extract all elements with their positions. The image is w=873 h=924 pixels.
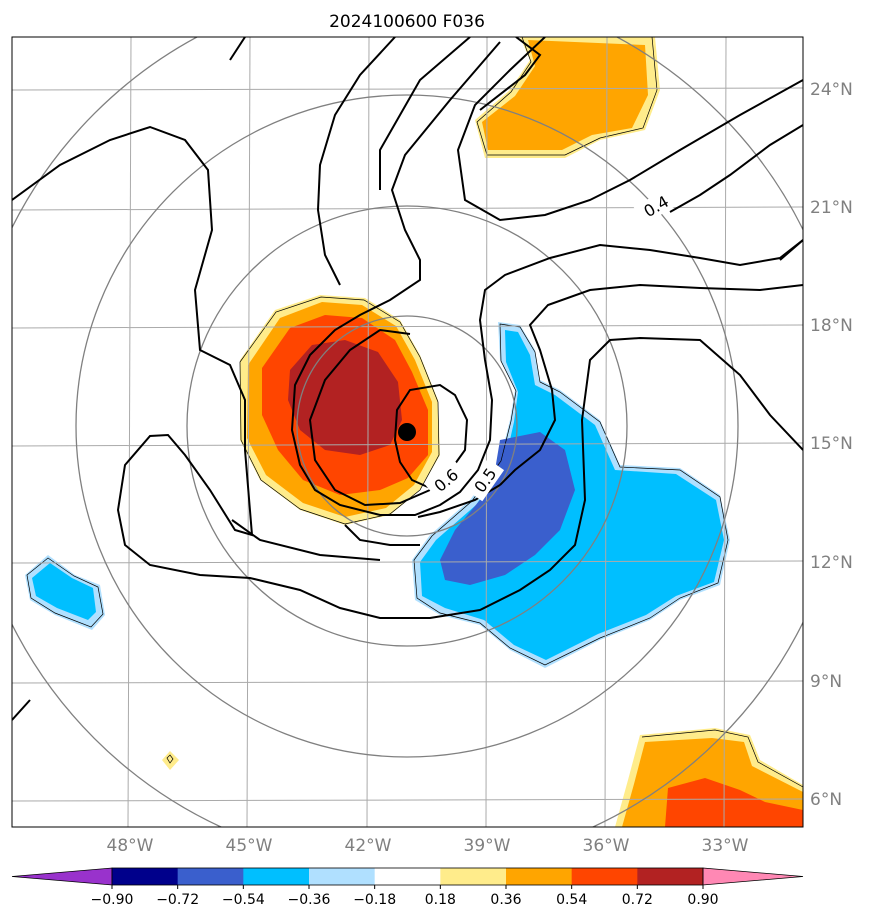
bold-contours xyxy=(12,37,803,721)
range-rings xyxy=(12,37,803,827)
colorbar-segment xyxy=(506,868,573,885)
longitude-labels: 48°W 45°W 42°W 39°W 36°W 33°W xyxy=(107,836,749,856)
shaded-field-southeast xyxy=(615,728,803,827)
lat-label-24n: 24°N xyxy=(810,80,853,100)
colorbar-extension-low xyxy=(11,867,113,886)
colorbar-segment xyxy=(112,868,179,885)
colorbar: −0.90 −0.72 −0.54 −0.36 −0.18 0.18 0.36 0.54 0.7… xyxy=(11,867,804,908)
shaded-field-negative-center xyxy=(412,322,730,668)
colorbar-segment xyxy=(177,868,244,885)
colorbar-tick-label: 0.72 xyxy=(622,892,653,908)
colorbar-frame xyxy=(111,867,704,886)
colorbar-extension-high xyxy=(702,867,804,886)
lon-label-39w: 39°W xyxy=(464,836,511,856)
colorbar-segment xyxy=(440,868,507,885)
lat-label-9n: 9°N xyxy=(810,672,842,692)
shaded-field-small-spot xyxy=(162,751,179,770)
colorbar-tick-label: −0.54 xyxy=(222,892,265,908)
colorbar-tick-label: −0.72 xyxy=(156,892,199,908)
colorbar-tick-label: 0.54 xyxy=(556,892,587,908)
colorbar-tick-label: 0.18 xyxy=(425,892,456,908)
colorbar-tick-label: −0.90 xyxy=(91,892,134,908)
lat-label-6n: 6°N xyxy=(810,790,842,810)
lon-label-36w: 36°W xyxy=(583,836,630,856)
lon-label-33w: 33°W xyxy=(702,836,749,856)
lat-label-12n: 12°N xyxy=(810,553,853,573)
colorbar-tick-label: 0.36 xyxy=(490,892,521,908)
lon-label-45w: 45°W xyxy=(226,836,273,856)
lat-label-15n: 15°N xyxy=(810,434,853,454)
colorbar-segment xyxy=(243,868,310,885)
colorbar-segment xyxy=(309,868,376,885)
storm-center-marker xyxy=(398,423,416,441)
colorbar-tick-label: −0.18 xyxy=(353,892,396,908)
shaded-field-north xyxy=(475,37,660,158)
lon-label-48w: 48°W xyxy=(107,836,154,856)
figure-title: 2024100600 F036 xyxy=(329,12,485,32)
colorbar-tick-label: −0.36 xyxy=(288,892,331,908)
lon-label-42w: 42°W xyxy=(345,836,392,856)
graticule xyxy=(12,37,803,827)
colorbar-segment xyxy=(571,868,638,885)
latitude-labels: 24°N 21°N 18°N 15°N 12°N 9°N 6°N xyxy=(810,80,853,810)
lat-label-21n: 21°N xyxy=(810,198,853,218)
colorbar-segment xyxy=(374,868,441,885)
colorbar-segment xyxy=(637,868,704,885)
shaded-field-west xyxy=(25,555,105,630)
shaded-field-positive-center xyxy=(240,295,440,525)
colorbar-tick-label: 0.90 xyxy=(687,892,718,908)
map-frame xyxy=(11,36,804,828)
lat-label-18n: 18°N xyxy=(810,316,853,336)
